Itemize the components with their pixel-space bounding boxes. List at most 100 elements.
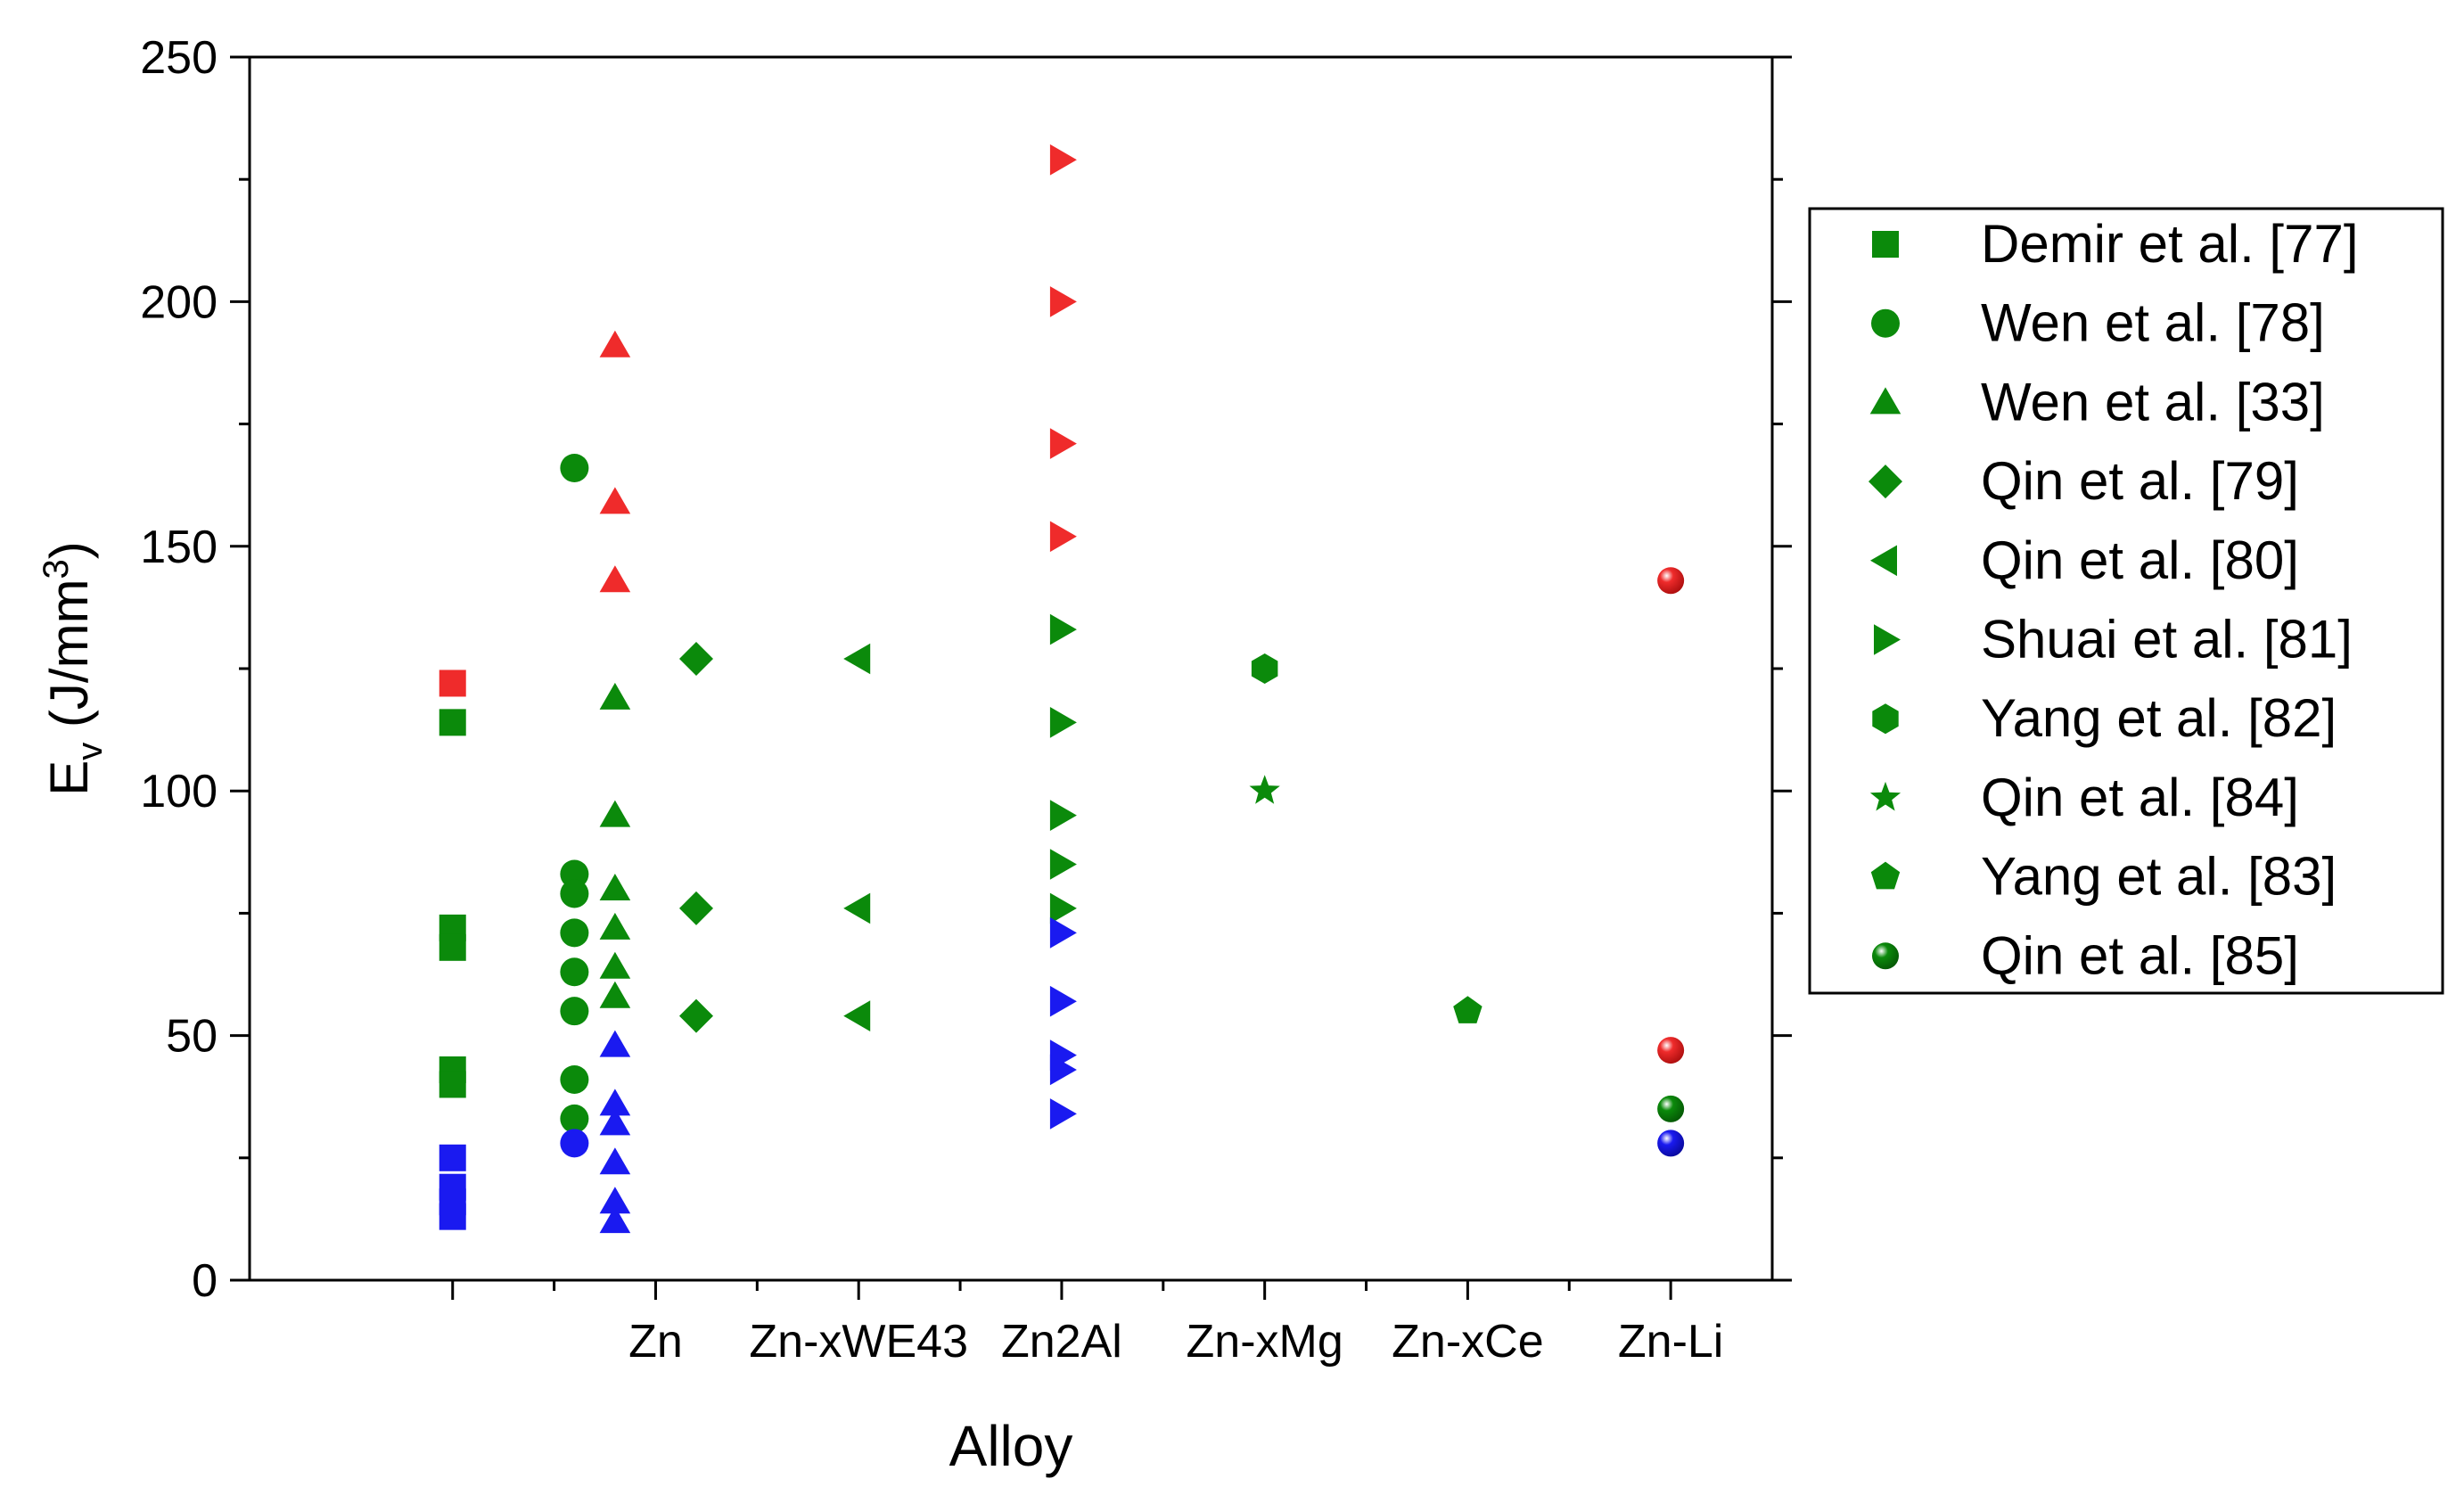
data-point [599,1147,631,1175]
legend-box [1808,207,2444,995]
data-point [1049,428,1077,459]
legend-label: Yang et al. [83] [1981,847,2337,907]
data-point [599,800,631,827]
legend-item: Wen et al. [33] [1869,372,2325,431]
x-axis-label: Alloy [949,1414,1073,1478]
data-point [679,998,713,1033]
series-sphere [1657,567,1685,1157]
data-point [1251,653,1278,684]
data-points [439,144,1685,1234]
legend-marker [1872,703,1899,735]
legend-item: Demir et al. [77] [1872,214,2359,274]
data-point [439,1203,466,1230]
y-axis: 0 50 100 150 200 250 [140,32,1792,1307]
data-point [1049,985,1077,1017]
data-point [599,682,631,710]
data-point [1049,707,1077,738]
data-point [1049,800,1077,831]
series-star [1249,775,1280,804]
data-point [843,643,871,675]
data-point [439,670,466,697]
legend-label: Qin et al. [84] [1981,768,2299,827]
y-axis-label: Ev (J/mm3) [37,541,110,796]
data-point [599,1187,631,1214]
legend-marker [1872,942,1899,970]
data-point [599,951,631,979]
y-tick-label: 50 [166,1011,218,1063]
series-pentagon [1453,996,1483,1023]
data-point [560,859,589,889]
data-point [1049,1098,1077,1130]
data-point [560,918,589,948]
legend-item: Qin et al. [79] [1869,451,2299,511]
x-axis: Zn Zn-xWE43 Zn2Al Zn-xMg Zn-xCe Zn-Li [451,1280,1723,1368]
x-tick-label: Zn-xMg [1187,1316,1343,1368]
data-point [1049,1054,1077,1086]
y-tick-label: 250 [140,32,218,84]
legend-item: Qin et al. [80] [1870,530,2299,590]
legend-marker [1874,624,1901,655]
data-point [439,709,466,736]
legend-label: Shuai et al. [81] [1981,610,2353,670]
y-tick-label: 200 [140,276,218,328]
legend-marker [1869,781,1901,811]
data-point [560,997,589,1026]
plot-frame [248,55,1774,1282]
legend-marker [1871,308,1900,338]
data-point [1049,849,1077,880]
legend-label: Qin et al. [80] [1981,530,2299,590]
legend-label: Qin et al. [79] [1981,451,2299,511]
data-point [599,1089,631,1116]
data-point [599,1206,631,1234]
series-diamond [679,642,713,1033]
data-point [439,933,466,961]
y-tick-label: 150 [140,522,218,573]
legend-label: Wen et al. [78] [1981,293,2325,353]
x-tick-label: Zn [628,1316,683,1368]
legend: Demir et al. [77] Wen et al. [78] Wen et a… [1808,207,2444,995]
legend-label: Wen et al. [33] [1981,372,2325,431]
data-point [1049,917,1077,949]
legend-label: Yang et al. [82] [1981,688,2337,748]
legend-marker [1869,387,1901,415]
legend-item: Wen et al. [78] [1871,293,2325,353]
series-hexagon [1251,653,1278,684]
data-point [599,981,631,1008]
legend-label: Demir et al. [77] [1981,214,2359,274]
legend-item: Qin et al. [85] [1872,925,2299,985]
series-triangle-left [843,643,871,1031]
legend-marker [1872,231,1899,258]
data-point [599,1030,631,1057]
data-point [439,1144,466,1171]
series-circle [560,453,589,1158]
legend-marker [1870,545,1897,577]
y-tick-label: 0 [192,1255,218,1307]
x-tick-label: Zn-Li [1618,1316,1723,1368]
y-tick-label: 100 [140,766,218,817]
data-point [599,487,631,514]
data-point [1657,1095,1685,1122]
legend-item: Yang et al. [83] [1870,847,2337,907]
data-point [560,957,589,987]
data-point [1049,613,1077,645]
data-point [1657,1130,1685,1157]
data-point [599,912,631,940]
legend-items: Demir et al. [77] Wen et al. [78] Wen et a… [1869,214,2359,985]
x-tick-label: Zn-xWE43 [749,1316,968,1368]
data-point [599,565,631,593]
data-point [1657,1037,1685,1064]
data-point [679,642,713,676]
legend-item: Qin et al. [84] [1869,768,2299,827]
data-point [560,453,589,482]
data-point [1249,775,1280,804]
data-point [599,874,631,900]
data-point [599,330,631,357]
data-point [560,879,589,908]
data-point [560,1129,589,1158]
data-point [1453,996,1483,1023]
legend-marker [1869,464,1902,499]
data-point [1049,521,1077,553]
legend-item: Shuai et al. [81] [1874,610,2353,670]
data-point [1049,892,1077,924]
